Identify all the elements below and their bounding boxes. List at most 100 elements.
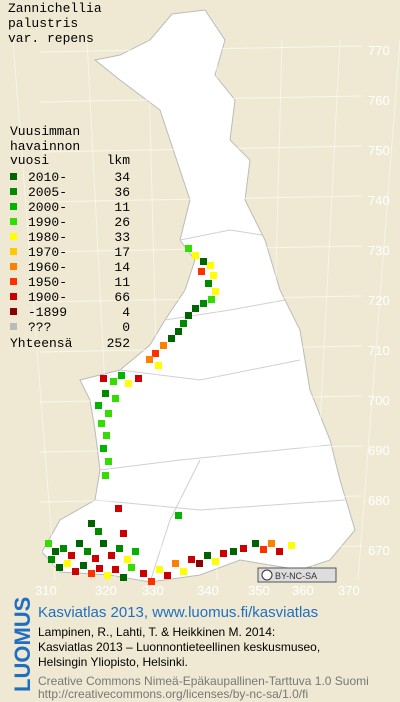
record: [198, 268, 205, 275]
record: [96, 565, 103, 572]
record: [110, 378, 117, 385]
record: [204, 552, 211, 559]
record: [192, 305, 199, 312]
grid-line: [39, 95, 363, 103]
record: [88, 570, 95, 577]
record: [92, 555, 99, 562]
record: [48, 556, 55, 563]
record: [207, 262, 214, 269]
grid-line: [39, 245, 363, 253]
record: [185, 245, 192, 252]
title: Zannichellia palustris var. repens: [8, 1, 102, 46]
legend-count: 0: [122, 320, 130, 335]
record: [95, 402, 102, 409]
legend-label: 1990-: [28, 215, 67, 230]
east-label: 320: [95, 583, 117, 598]
legend-count: 36: [114, 185, 130, 200]
legend-heading: havainnon: [10, 139, 80, 154]
record: [168, 335, 175, 342]
record: [132, 548, 139, 555]
record: [88, 520, 95, 527]
east-label: 360: [292, 583, 314, 598]
total-value: 252: [107, 336, 130, 351]
total-label: Yhteensä: [10, 336, 73, 351]
north-label: 690: [368, 443, 390, 458]
record: [115, 505, 122, 512]
grid-line: [147, 39, 163, 581]
record: [125, 380, 132, 387]
record: [160, 342, 167, 349]
record: [152, 350, 159, 357]
legend-col: vuosi: [10, 153, 49, 168]
record: [120, 574, 127, 581]
grid-line: [39, 45, 363, 53]
record: [192, 252, 199, 259]
legend-label: 2005-: [28, 185, 67, 200]
legend-swatch: [10, 218, 17, 225]
record: [80, 562, 87, 569]
legend-swatch: [10, 323, 17, 330]
east-label: 340: [197, 583, 219, 598]
record: [200, 300, 207, 307]
region-borders: [94, 229, 346, 583]
logo: LUOMUS: [10, 597, 35, 692]
record: [100, 540, 107, 547]
legend-swatch: [10, 188, 17, 195]
record: [52, 548, 59, 555]
link[interactable]: Kasviatlas 2013, www.luomus.fi/kasviatla…: [38, 604, 318, 621]
legend-count: 11: [114, 275, 130, 290]
north-label: 670: [368, 543, 390, 558]
east-label: 310: [35, 583, 57, 598]
legend-swatch: [10, 293, 17, 300]
record: [68, 552, 75, 559]
legend-label: 1950-: [28, 275, 67, 290]
legend-col: lkm: [107, 153, 131, 168]
record: [210, 272, 217, 279]
record: [64, 560, 71, 567]
record: [208, 296, 215, 303]
legend-label: 2010-: [28, 170, 67, 185]
record: [72, 568, 79, 575]
east-label: 330: [142, 583, 164, 598]
record: [112, 566, 119, 573]
license: Creative Commons Nimeä-Epäkaupallinen-Ta…: [38, 674, 369, 688]
record: [98, 420, 105, 427]
grid-line: [39, 145, 363, 153]
record: [56, 564, 63, 571]
record: [116, 545, 123, 552]
license-url[interactable]: http://creativecommons.org/licenses/by-n…: [38, 687, 308, 701]
record-squares: [45, 245, 295, 585]
record: [212, 558, 219, 565]
grid-line: [311, 39, 341, 581]
legend-swatch: [10, 203, 17, 210]
record: [76, 540, 83, 547]
legend-swatch: [10, 308, 17, 315]
grid-line: [267, 39, 283, 581]
record: [252, 540, 259, 547]
record: [180, 320, 187, 327]
record: [135, 375, 142, 382]
record: [105, 458, 112, 465]
legend-count: 33: [114, 230, 130, 245]
record: [180, 568, 187, 575]
north-label: 770: [368, 43, 390, 58]
record: [104, 572, 111, 579]
record: [268, 540, 275, 547]
grid-line: [39, 445, 363, 453]
legend-heading: Vuusimman: [10, 124, 80, 139]
record: [240, 545, 247, 552]
record: [185, 312, 192, 319]
badge-text: BY-NC-SA: [275, 571, 317, 581]
record: [175, 328, 182, 335]
north-label: 700: [368, 393, 390, 408]
badge-box: [257, 567, 337, 583]
legend-label: 1980-: [28, 230, 67, 245]
title-line: var. repens: [8, 31, 94, 46]
record: [140, 570, 147, 577]
record: [164, 572, 171, 579]
record: [196, 560, 203, 567]
record: [120, 530, 127, 537]
north-label: 740: [368, 193, 390, 208]
license-badge: BY-NC-SA: [257, 567, 337, 583]
